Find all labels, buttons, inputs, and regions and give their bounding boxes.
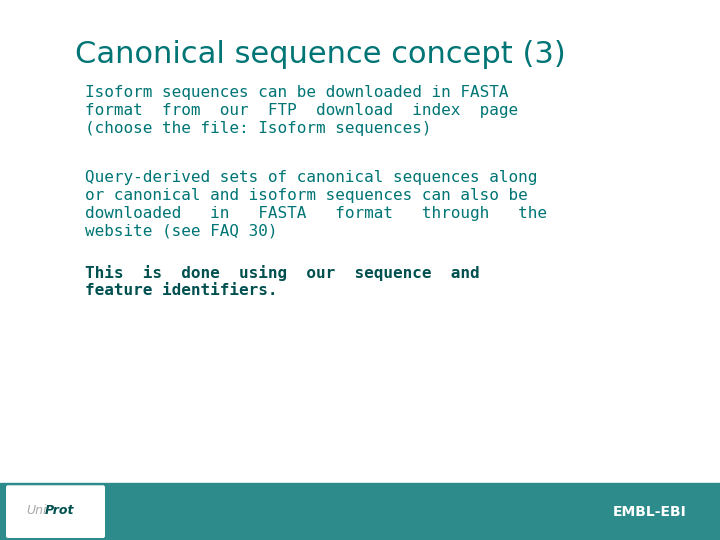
- Text: (choose the file: Isoform sequences): (choose the file: Isoform sequences): [85, 121, 431, 136]
- Text: Prot: Prot: [45, 504, 74, 517]
- Text: or canonical and isoform sequences can also be: or canonical and isoform sequences can a…: [85, 188, 528, 203]
- Text: EMBL-EBI: EMBL-EBI: [613, 505, 687, 518]
- Text: Query-derived sets of canonical sequences along: Query-derived sets of canonical sequence…: [85, 170, 537, 185]
- Text: Canonical sequence concept (3): Canonical sequence concept (3): [75, 40, 566, 69]
- Text: Isoform sequences can be downloaded in FASTA: Isoform sequences can be downloaded in F…: [85, 85, 508, 100]
- Bar: [0, 483, 720, 540]
- Text: downloaded   in   FASTA   format   through   the: downloaded in FASTA format through the: [85, 206, 547, 221]
- Text: website (see FAQ 30): website (see FAQ 30): [85, 224, 277, 239]
- Text: Uni: Uni: [26, 504, 47, 517]
- Text: This  is  done  using  our  sequence  and: This is done using our sequence and: [85, 265, 480, 281]
- Text: feature identifiers.: feature identifiers.: [85, 283, 277, 298]
- FancyBboxPatch shape: [6, 485, 105, 538]
- Text: format  from  our  FTP  download  index  page: format from our FTP download index page: [85, 103, 518, 118]
